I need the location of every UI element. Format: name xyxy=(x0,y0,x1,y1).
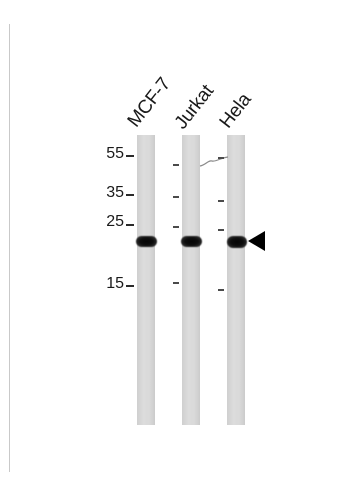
lane-label-mcf7: MCF-7 xyxy=(123,73,176,132)
mw-label-35: 35 xyxy=(106,184,124,201)
mw-tick-25 xyxy=(126,224,134,226)
band-hela xyxy=(227,236,247,248)
mw-tick-35 xyxy=(126,194,134,196)
ladder-dash xyxy=(173,196,179,198)
ladder-dash xyxy=(218,200,224,202)
lane-label-hela: Hela xyxy=(215,89,256,133)
lane-jurkat xyxy=(182,135,200,425)
mw-label-55: 55 xyxy=(106,145,124,162)
ladder-dash xyxy=(173,226,179,228)
ladder-dash xyxy=(218,157,224,159)
lane-hela xyxy=(227,135,245,425)
ladder-dash xyxy=(173,164,179,166)
mw-tick-15 xyxy=(126,285,134,287)
band-jurkat xyxy=(181,236,202,247)
faint-smear xyxy=(199,156,229,167)
ladder-dash xyxy=(173,282,179,284)
mw-tick-55 xyxy=(126,155,134,157)
band-mcf7 xyxy=(136,236,157,247)
left-edge-line xyxy=(9,24,10,472)
ladder-dash xyxy=(218,229,224,231)
mw-label-15: 15 xyxy=(106,275,124,292)
lane-label-jurkat: Jurkat xyxy=(170,81,218,134)
mw-label-25: 25 xyxy=(106,213,124,230)
band-indicator-arrow-icon xyxy=(248,231,265,251)
lane-mcf7 xyxy=(137,135,155,425)
ladder-dash xyxy=(218,289,224,291)
